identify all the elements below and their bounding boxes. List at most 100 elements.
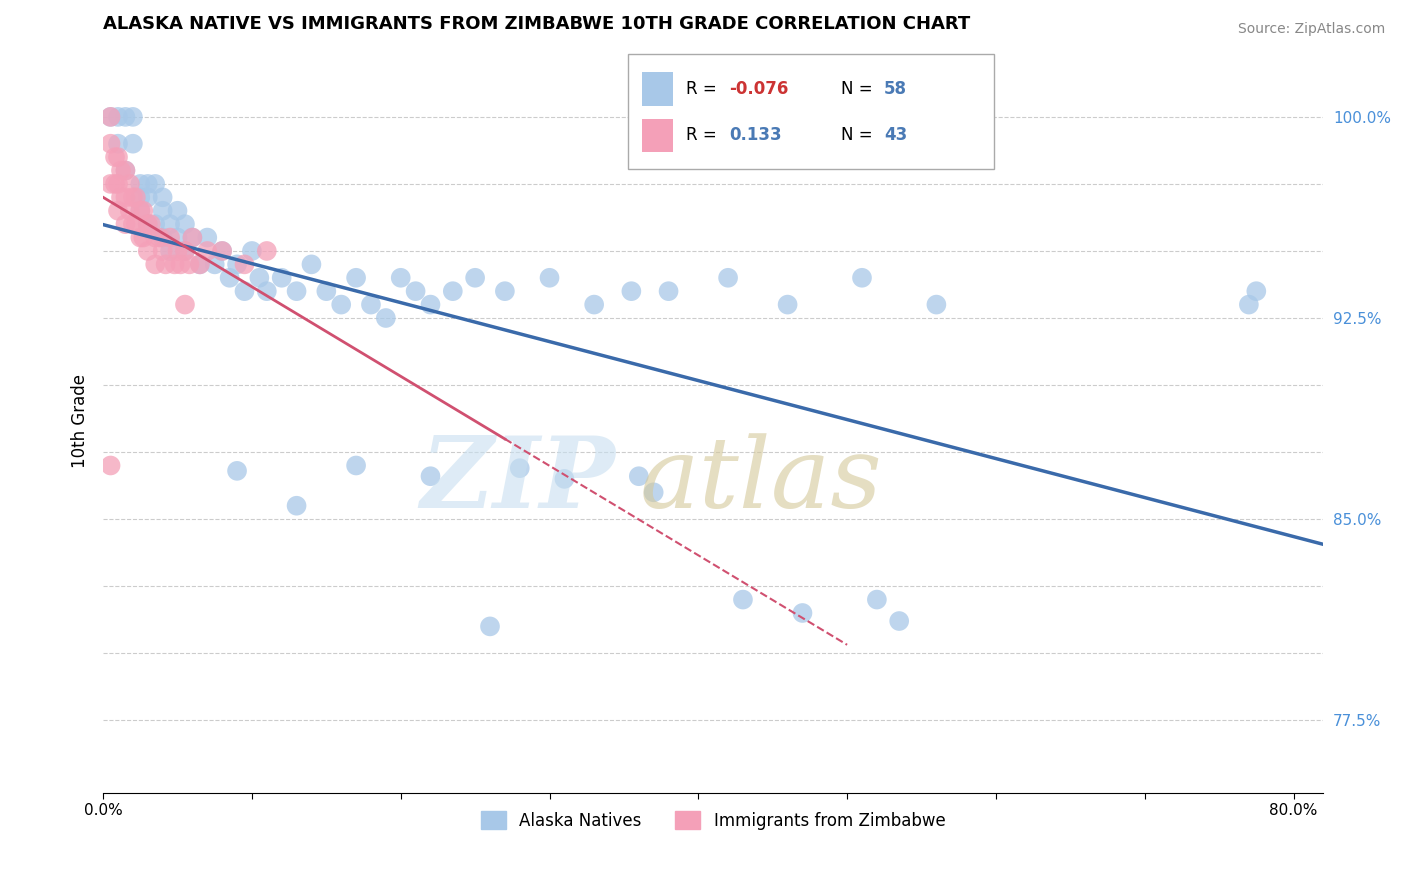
Point — [100, 110, 122, 124]
Point — [195, 230, 218, 244]
Point — [139, 217, 162, 231]
Text: atlas: atlas — [640, 433, 883, 528]
Point — [114, 190, 136, 204]
Point — [114, 217, 136, 231]
Point — [143, 257, 166, 271]
Point — [627, 469, 650, 483]
Point — [285, 284, 308, 298]
Point — [125, 217, 148, 231]
Point — [143, 217, 166, 231]
Point — [441, 284, 464, 298]
Text: 58: 58 — [884, 80, 907, 98]
Point — [174, 217, 197, 231]
Point — [136, 244, 159, 258]
Point — [419, 469, 441, 483]
Point — [159, 230, 181, 244]
Text: ALASKA NATIVE VS IMMIGRANTS FROM ZIMBABWE 10TH GRADE CORRELATION CHART: ALASKA NATIVE VS IMMIGRANTS FROM ZIMBABW… — [103, 15, 970, 33]
Point — [285, 499, 308, 513]
Point — [159, 244, 181, 258]
Point — [889, 614, 911, 628]
Point — [114, 163, 136, 178]
Bar — [628, 54, 994, 169]
Point — [122, 136, 145, 151]
Point — [169, 257, 191, 271]
Point — [188, 257, 211, 271]
Point — [866, 592, 889, 607]
Point — [107, 110, 129, 124]
Point — [129, 203, 152, 218]
Point — [152, 244, 174, 258]
Point — [179, 257, 201, 271]
Point — [620, 284, 643, 298]
Point — [136, 190, 159, 204]
Point — [1237, 297, 1260, 311]
Point — [181, 230, 204, 244]
Point — [553, 472, 575, 486]
Point — [143, 230, 166, 244]
Point — [114, 163, 136, 178]
Point — [211, 244, 233, 258]
Text: N =: N = — [841, 127, 879, 145]
Point — [107, 136, 129, 151]
Point — [166, 203, 188, 218]
Point — [166, 230, 188, 244]
Point — [125, 190, 148, 204]
Point — [256, 244, 278, 258]
Point — [100, 110, 122, 124]
Point — [247, 270, 270, 285]
Point — [330, 297, 353, 311]
Text: N =: N = — [841, 80, 879, 98]
Point — [118, 177, 141, 191]
Point — [118, 203, 141, 218]
Point — [107, 150, 129, 164]
Point — [240, 244, 263, 258]
Point — [181, 230, 204, 244]
Point — [301, 257, 323, 271]
Point — [100, 136, 122, 151]
Point — [405, 284, 427, 298]
Point — [1246, 284, 1268, 298]
Point — [643, 485, 665, 500]
Point — [717, 270, 740, 285]
Point — [270, 270, 292, 285]
Text: ZIP: ZIP — [420, 433, 616, 529]
Text: -0.076: -0.076 — [730, 80, 789, 98]
Point — [122, 190, 145, 204]
Point — [226, 257, 249, 271]
Point — [792, 606, 814, 620]
Point — [204, 257, 226, 271]
Point — [464, 270, 486, 285]
Point — [107, 177, 129, 191]
Point — [174, 244, 197, 258]
Point — [100, 177, 122, 191]
Point — [104, 177, 127, 191]
Point — [129, 177, 152, 191]
Point — [174, 244, 197, 258]
Point — [110, 190, 132, 204]
Point — [658, 284, 681, 298]
Point — [132, 230, 155, 244]
Point — [152, 203, 174, 218]
Point — [136, 217, 159, 231]
Point — [129, 203, 152, 218]
Text: R =: R = — [686, 80, 723, 98]
Point — [925, 297, 948, 311]
Bar — [643, 119, 673, 152]
Point — [166, 244, 188, 258]
Point — [211, 244, 233, 258]
Point — [163, 257, 186, 271]
Point — [419, 297, 441, 311]
Point — [122, 110, 145, 124]
Legend: Alaska Natives, Immigrants from Zimbabwe: Alaska Natives, Immigrants from Zimbabwe — [474, 805, 952, 837]
Point — [315, 284, 337, 298]
Point — [129, 230, 152, 244]
Y-axis label: 10th Grade: 10th Grade — [72, 375, 89, 468]
Point — [100, 458, 122, 473]
Point — [149, 230, 172, 244]
Point — [344, 458, 367, 473]
Point — [360, 297, 382, 311]
Point — [143, 177, 166, 191]
Point — [188, 257, 211, 271]
Point — [155, 257, 177, 271]
Point — [479, 619, 502, 633]
